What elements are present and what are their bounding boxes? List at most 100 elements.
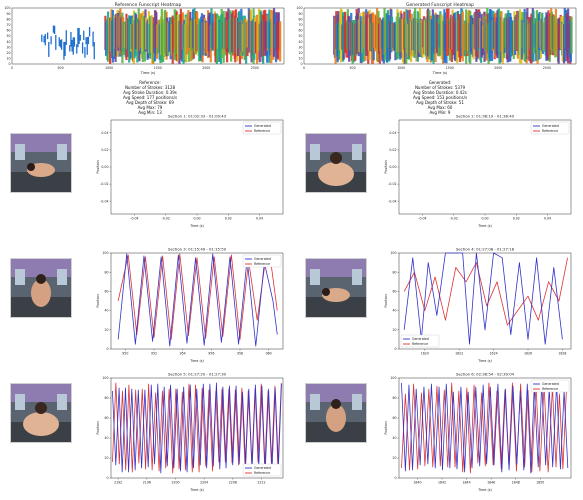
x-tick-label: 2200	[171, 481, 179, 485]
y-tick-label: 40	[104, 309, 108, 313]
frame-window	[15, 144, 25, 160]
heatmap-stroke	[76, 44, 78, 54]
y-tick-label: 60	[104, 290, 108, 294]
y-tick-label: -0.04	[388, 199, 396, 203]
x-axis-label: Time (s)	[477, 359, 492, 363]
heatmap-x-tick: 2000	[202, 66, 210, 70]
heatmap-stroke	[64, 41, 66, 56]
x-tick-label: 0.04	[256, 217, 263, 221]
x-axis-label: Time (s)	[189, 224, 204, 228]
heatmap-y-tick: 0	[8, 62, 10, 66]
x-tick-label: 1622	[455, 352, 463, 356]
y-tick-label: -0.02	[388, 182, 396, 186]
frame-window	[15, 394, 25, 410]
heatmap-y-tick: 0	[300, 62, 302, 66]
chart-title: Section 1: 01:02:33 - 01:09:43	[168, 114, 227, 119]
legend-label: Generated	[542, 124, 559, 128]
y-tick-label: 40	[392, 309, 396, 313]
y-axis-label: Position	[96, 294, 100, 307]
heatmap-y-tick: 40	[6, 40, 10, 44]
generated-series-line	[403, 252, 563, 345]
section-3-chart: Section 3: 01:15:49 - 01:15:59 950 952 954 9…	[95, 245, 287, 365]
section-2-chart: Section 2: 01:38:19 - 01:38:40 -0.04 -0.02…	[383, 112, 575, 230]
x-tick-label: -0.02	[162, 217, 170, 221]
heatmap-stroke	[60, 39, 63, 50]
legend-label: Reference	[254, 262, 270, 266]
frame-ceiling	[306, 134, 366, 152]
frame-window	[310, 269, 320, 285]
section-6-chart: Section 6: 02:38:54 - 02:39:04 1840 1842 18…	[383, 370, 575, 494]
heatmap-stroke	[79, 34, 81, 41]
stats-heading: Reference:	[139, 80, 161, 85]
frame-window	[310, 144, 320, 160]
y-tick-label: 0.04	[389, 131, 396, 135]
x-tick-label: 954	[180, 352, 186, 356]
y-tick-label: 0.02	[101, 148, 108, 152]
x-tick-label: 952	[151, 352, 157, 356]
y-tick-label: -0.02	[100, 182, 108, 186]
heatmap-stroke	[41, 34, 43, 42]
frame-ceiling	[306, 384, 366, 402]
chart-svg: Section 4: 01:27:08 - 01:27:18 1620 1622 16…	[384, 247, 572, 363]
x-tick-label: 950	[122, 352, 128, 356]
heatmap-y-tick: 90	[298, 12, 302, 16]
heatmap-stroke	[72, 37, 74, 55]
chart-svg: Section 6: 02:38:54 - 02:39:04 1840 1842 18…	[384, 372, 572, 492]
frame-window	[57, 269, 67, 285]
legend-label: Reference	[542, 387, 558, 391]
heatmap-stroke	[570, 16, 573, 54]
y-tick-label: 0	[106, 347, 108, 351]
y-tick-label: 80	[104, 396, 108, 400]
x-axis-label: Time (s)	[189, 359, 204, 363]
frame-figure	[330, 152, 342, 164]
heatmap-x-tick: 0	[11, 66, 13, 70]
frame-ceiling	[11, 384, 71, 402]
y-tick-label: 40	[392, 436, 396, 440]
frame-window	[57, 144, 67, 160]
x-tick-label: 1842	[438, 481, 446, 485]
frame-figure	[36, 274, 46, 284]
heatmap-stroke	[55, 34, 57, 50]
frame-floor	[306, 297, 366, 317]
x-tick-label: 2192	[114, 481, 122, 485]
heatmap-x-tick: 500	[350, 66, 356, 70]
frame-floor	[11, 172, 71, 192]
frame-figure	[322, 288, 330, 296]
legend-box	[242, 254, 282, 268]
heatmap-stroke	[46, 32, 49, 40]
x-tick-label: 0.02	[225, 217, 232, 221]
x-tick-label: -0.02	[450, 217, 458, 221]
heatmap-stroke	[65, 30, 67, 45]
stats-line: Avg Depth of Stroke: 69	[126, 100, 174, 105]
frame-figure	[35, 402, 47, 414]
x-tick-label: 960	[266, 352, 272, 356]
generated-series-line	[117, 253, 278, 347]
y-tick-label: 20	[392, 456, 396, 460]
x-tick-label: 1624	[490, 352, 498, 356]
heatmap-stroke	[70, 31, 72, 47]
chart-svg: Section 1: 01:02:33 - 01:09:43 -0.04 -0.02…	[96, 114, 284, 228]
y-tick-label: 0	[394, 476, 396, 480]
heatmap-x-tick: 1000	[105, 66, 113, 70]
x-tick-label: 0.04	[544, 217, 551, 221]
heatmap-stroke	[93, 42, 95, 60]
x-tick-label: 0.00	[481, 217, 488, 221]
y-tick-label: 0	[106, 476, 108, 480]
chart-title: Section 4: 01:27:08 - 01:27:18	[456, 247, 515, 252]
y-tick-label: 80	[392, 396, 396, 400]
section-1-chart: Section 1: 01:02:33 - 01:09:43 -0.04 -0.02…	[95, 112, 287, 230]
heatmap-stroke	[85, 37, 87, 45]
x-tick-label: 2208	[229, 481, 237, 485]
frame-ceiling	[11, 134, 71, 152]
frame-image	[11, 259, 71, 317]
legend-box	[242, 463, 282, 477]
y-tick-label: 100	[102, 251, 108, 255]
x-tick-label: 1620	[421, 352, 429, 356]
frame-figure	[318, 162, 354, 186]
heatmap-stroke	[53, 25, 56, 35]
x-tick-label: 2204	[200, 481, 208, 485]
